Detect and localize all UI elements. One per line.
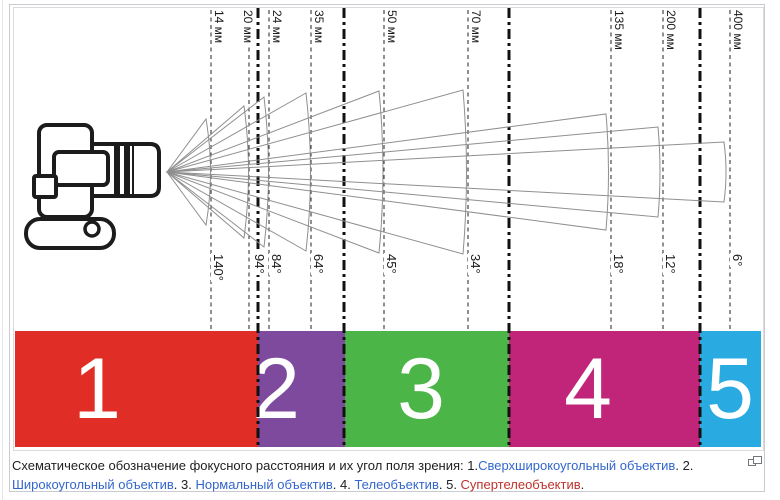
caption-text: . 5. (438, 477, 461, 492)
caption-text: Схематическое обозначение фокусного расс… (12, 458, 479, 473)
caption-text: . 4. (332, 477, 355, 492)
focal-label-50мм: 50 мм (385, 9, 399, 45)
caption-link[interactable]: Широкоугольный объектив (12, 477, 174, 492)
angle-label-140°: 140° (211, 253, 226, 282)
angle-label-84°: 84° (269, 253, 284, 275)
focal-label-14мм: 14 мм (212, 9, 226, 45)
focal-label-70мм: 70 мм (469, 9, 483, 45)
zone-super-tele: 5 (700, 331, 761, 447)
camera-icon (24, 123, 161, 250)
caption-link[interactable]: Телеобъектив (354, 477, 439, 492)
angle-label-94°: 94° (252, 253, 267, 275)
focal-label-24мм: 24 мм (270, 9, 284, 45)
view-wedge-24мм (166, 96, 269, 248)
view-wedge-200мм (166, 126, 661, 218)
view-wedge-50мм (165, 90, 384, 254)
caption-text: . (580, 477, 585, 492)
view-wedge-20мм (166, 105, 249, 239)
focal-label-20мм: 20 мм (241, 9, 255, 45)
caption-text: . 2. (675, 458, 694, 473)
caption-link[interactable]: Нормальный объектив (195, 477, 333, 492)
caption-text: . 3. (173, 477, 196, 492)
focal-label-35мм: 35 мм (312, 9, 326, 45)
zone-number-3: 3 (397, 341, 445, 437)
angle-label-64°: 64° (311, 253, 326, 275)
zone-number-2: 2 (252, 341, 300, 437)
caption-line-1: Схематическое обозначение фокусного расс… (12, 456, 744, 475)
view-wedge-14мм (166, 117, 211, 227)
zone-wide: 2 (252, 331, 345, 447)
zone-number-1: 1 (73, 341, 121, 437)
expand-icon-front (753, 456, 762, 464)
focal-length-diagram (24, 8, 731, 447)
focal-label-200мм: 200 мм (664, 9, 678, 51)
view-wedge-35мм (165, 92, 311, 252)
zone-number-4: 4 (564, 341, 612, 437)
zone-number-5: 5 (706, 341, 754, 437)
page-edge-line (2, 0, 3, 500)
view-wedge-70мм (165, 89, 467, 255)
caption-redlink[interactable]: Супертелеобъектив (460, 477, 581, 492)
caption-line-2: Широкоугольный объектив. 3. Нормальный о… (12, 475, 744, 494)
angle-label-12°: 12° (663, 253, 678, 275)
focal-label-400мм: 400 мм (731, 9, 745, 51)
angle-label-45°: 45° (384, 253, 399, 275)
angle-label-18°: 18° (611, 253, 626, 275)
expand-icon[interactable] (748, 456, 762, 468)
angle-label-34°: 34° (468, 253, 483, 275)
zone-ultra-wide: 1 (15, 331, 258, 447)
view-wedge-400мм (166, 141, 727, 203)
caption: Схематическое обозначение фокусного расс… (12, 456, 744, 494)
caption-link[interactable]: Сверхширокоугольный объектив (478, 458, 676, 473)
view-wedge-135мм (166, 113, 609, 231)
zone-normal: 3 (345, 331, 509, 447)
angle-label-6°: 6° (730, 253, 745, 268)
zone-tele: 4 (509, 331, 700, 447)
focal-label-135мм: 135 мм (612, 9, 626, 51)
